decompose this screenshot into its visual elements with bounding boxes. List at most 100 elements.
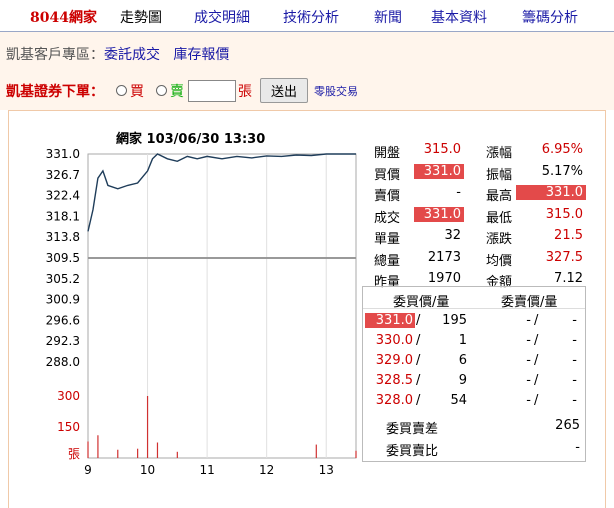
order-book-row: 330.0/1- / - <box>363 331 585 351</box>
odd-lot-link[interactable]: 零股交易 <box>314 84 359 98</box>
chart-title: 網家 103/06/30 13:30 <box>116 132 266 147</box>
order-book-bid: 328.0 <box>375 393 413 408</box>
buy-radio[interactable] <box>116 85 127 96</box>
quote-row: 振幅 5.17% <box>362 164 586 184</box>
quote-label: 買價 <box>374 167 401 183</box>
quote-row: 單量 32 <box>362 228 586 248</box>
quote-label: 總量 <box>374 253 401 269</box>
quote-row: 成交 331.0 <box>362 206 586 227</box>
order-book-bid: 330.0 <box>375 333 413 348</box>
order-book-bid-vol: 195 <box>442 313 467 328</box>
order-book-separator: / <box>416 313 421 328</box>
tab-news[interactable]: 新聞 <box>374 10 402 26</box>
quote-value: 315.0 <box>545 206 583 222</box>
quote-label: 漲幅 <box>486 146 513 161</box>
tab-trade-details[interactable]: 成交明細 <box>194 10 250 26</box>
time-tick-label: 9 <box>84 463 92 477</box>
order-book-separator: / <box>534 333 539 348</box>
quote-label: 最高 <box>486 189 513 204</box>
tab-technical[interactable]: 技術分析 <box>283 10 339 26</box>
intraday-chart: 331.0 326.7 322.4 318.1 313.8 309.5 305.2 300.9… <box>46 147 357 477</box>
order-book-row: 328.0/54- / - <box>363 391 585 411</box>
ask-header: 委賣價/量 <box>501 295 558 310</box>
time-tick-label: 12 <box>259 463 274 477</box>
quote-label: 均價 <box>486 253 513 269</box>
quote-value: 32 <box>444 228 461 243</box>
order-book-bid-vol: 1 <box>458 333 467 348</box>
quote-row: 最高 331.0 <box>362 185 586 205</box>
order-book-separator: / <box>416 353 421 368</box>
quote-value: 7.12 <box>554 271 583 286</box>
order-book-ask: - <box>526 333 531 348</box>
price-tick-label: 322.4 <box>46 189 80 203</box>
order-book-ask-vol: - <box>572 393 577 408</box>
quote-area: 網家 103/06/30 13:30 331.0 326.7 322.4 318.1 3… <box>0 110 614 508</box>
order-book-ask: - <box>526 353 531 368</box>
ratio-value: - <box>575 440 580 455</box>
order-title: 凱基證券下單： <box>6 83 104 100</box>
quote-label: 成交 <box>374 210 401 226</box>
order-book: 委買價/量 委賣價/量 331.0/195- / -330.0/1- / -329.0/… <box>362 286 586 462</box>
quote-value: 331.0 <box>516 185 586 200</box>
price-tick-label: 326.7 <box>46 168 80 182</box>
time-tick-label: 13 <box>319 463 334 477</box>
order-book-separator: / <box>534 353 539 368</box>
tab-fundamentals[interactable]: 基本資料 <box>431 10 487 26</box>
sell-label: 賣 <box>170 83 184 100</box>
order-book-separator: / <box>534 373 539 388</box>
broker-panel: 凱基客戶專區：委託成交 庫存報價 凱基證券下單： 買 賣 張 送出 零股交易 <box>0 32 614 110</box>
unit-label: 張 <box>238 83 252 100</box>
price-tick-label: 296.6 <box>46 313 80 327</box>
quote-value: - <box>456 185 461 200</box>
quote-row: 總量 2173 <box>362 250 586 270</box>
diff-value: 265 <box>555 418 580 433</box>
stock-code-title: 8044網家 <box>30 10 97 26</box>
tab-trend[interactable]: 走勢圖 <box>120 10 162 26</box>
order-book-separator: / <box>534 393 539 408</box>
volume-tick-label: 張 <box>68 447 80 461</box>
time-tick-label: 10 <box>140 463 155 477</box>
quote-row: 漲跌 21.5 <box>362 228 586 248</box>
chart-border <box>87 153 357 459</box>
price-tick-label: 318.1 <box>46 209 80 223</box>
order-book-row: 329.0/6- / - <box>363 351 585 371</box>
quote-label: 漲跌 <box>486 232 513 247</box>
customer-zone-label: 凱基客戶專區： <box>6 47 104 63</box>
order-book-ask-vol: - <box>572 353 577 368</box>
quote-value: 6.95% <box>541 142 583 157</box>
quote-value: 331.0 <box>414 206 464 222</box>
quote-value: 5.17% <box>541 163 583 179</box>
order-book-separator: / <box>416 393 421 408</box>
volume-tick-label: 150 <box>57 420 80 434</box>
price-tick-label: 288.0 <box>46 355 80 369</box>
volume-tick-label: 300 <box>57 389 80 403</box>
order-book-ask-vol: - <box>572 333 577 348</box>
bid-header: 委買價/量 <box>393 295 450 310</box>
price-tick-label: 292.3 <box>46 334 80 348</box>
price-tick-label: 331.0 <box>46 147 80 161</box>
quote-label: 開盤 <box>374 146 401 161</box>
order-book-bid-vol: 6 <box>458 353 467 368</box>
quote-row: 買價 331.0 <box>362 163 586 184</box>
quantity-input[interactable] <box>188 79 236 102</box>
tab-chips[interactable]: 籌碼分析 <box>522 10 578 26</box>
order-book-ask: - <box>526 373 531 388</box>
quote-label: 單量 <box>374 232 401 247</box>
order-book-row: 328.5/9- / - <box>363 371 585 391</box>
order-status-link[interactable]: 委託成交 <box>104 47 160 63</box>
ratio-label: 委買賣比 <box>386 444 439 459</box>
order-book-ask: - <box>526 313 531 328</box>
price-tick-label: 305.2 <box>46 272 80 286</box>
quote-row: 均價 327.5 <box>362 250 586 270</box>
sell-radio[interactable] <box>156 85 167 96</box>
quote-label: 賣價 <box>374 189 401 204</box>
order-book-ask-vol: - <box>572 313 577 328</box>
price-tick-label: 300.9 <box>46 293 80 307</box>
quote-label: 最低 <box>486 210 513 226</box>
inventory-quote-link[interactable]: 庫存報價 <box>173 47 230 63</box>
quote-value: 315.0 <box>423 142 461 157</box>
price-line <box>87 153 356 232</box>
submit-button[interactable]: 送出 <box>260 78 309 103</box>
order-book-bid: 328.5 <box>375 373 413 388</box>
time-tick-label: 11 <box>199 463 214 477</box>
